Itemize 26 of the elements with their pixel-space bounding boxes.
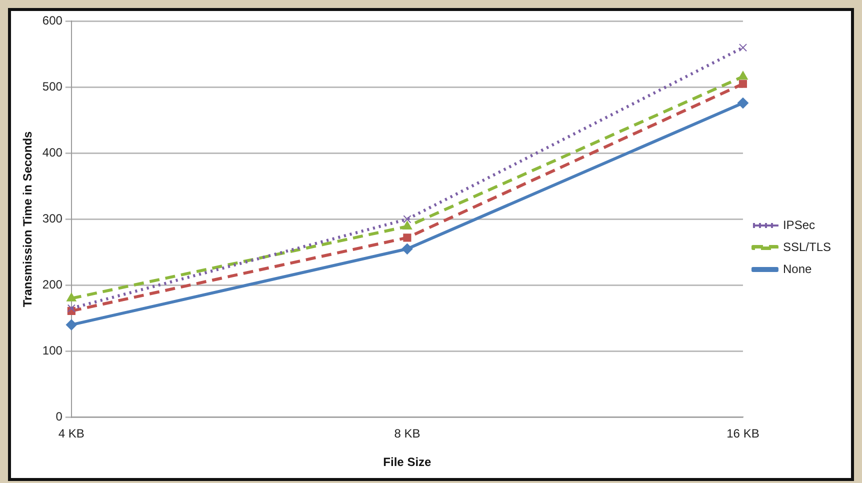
y-tick-label: 100 [42,344,63,358]
point [402,243,413,254]
x-axis-title: File Size [383,455,432,470]
point [403,234,412,242]
y-tick-label: 0 [56,410,63,424]
point [402,220,412,230]
x-tick-label: 16 KB [726,426,760,441]
y-tick-label: 300 [42,212,63,226]
legend-label: IPSec [782,218,815,232]
y-axis-title: Transmission Time in Seconds [20,130,35,308]
point [67,304,76,312]
x-tick-label: 8 KB [394,426,420,441]
x-tick-label: 4 KB [58,426,84,441]
legend-label: SSL/TLS [782,240,832,254]
y-tick-label: 400 [42,146,63,160]
point [403,215,412,224]
legend-label: None [782,262,812,276]
point [737,98,748,109]
point [738,44,748,52]
point [738,80,748,88]
y-tick-label: 600 [42,14,63,28]
y-tick-label: 500 [42,80,63,94]
y-tick-label: 200 [42,278,63,292]
point [66,292,76,302]
point [738,71,748,80]
point [66,319,77,330]
